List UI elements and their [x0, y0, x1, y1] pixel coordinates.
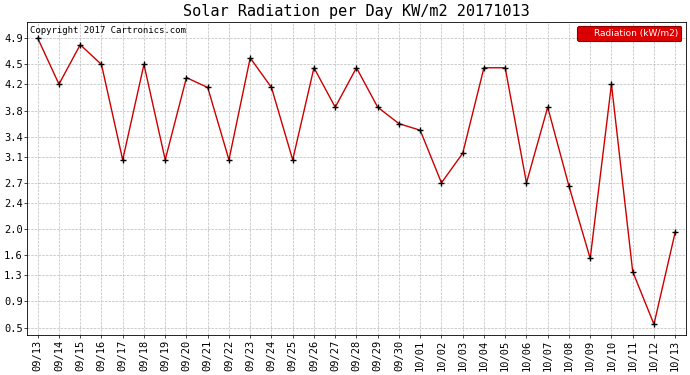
- Title: Solar Radiation per Day KW/m2 20171013: Solar Radiation per Day KW/m2 20171013: [183, 4, 530, 19]
- Legend: Radiation (kW/m2): Radiation (kW/m2): [578, 26, 681, 40]
- Text: Copyright 2017 Cartronics.com: Copyright 2017 Cartronics.com: [30, 26, 186, 35]
